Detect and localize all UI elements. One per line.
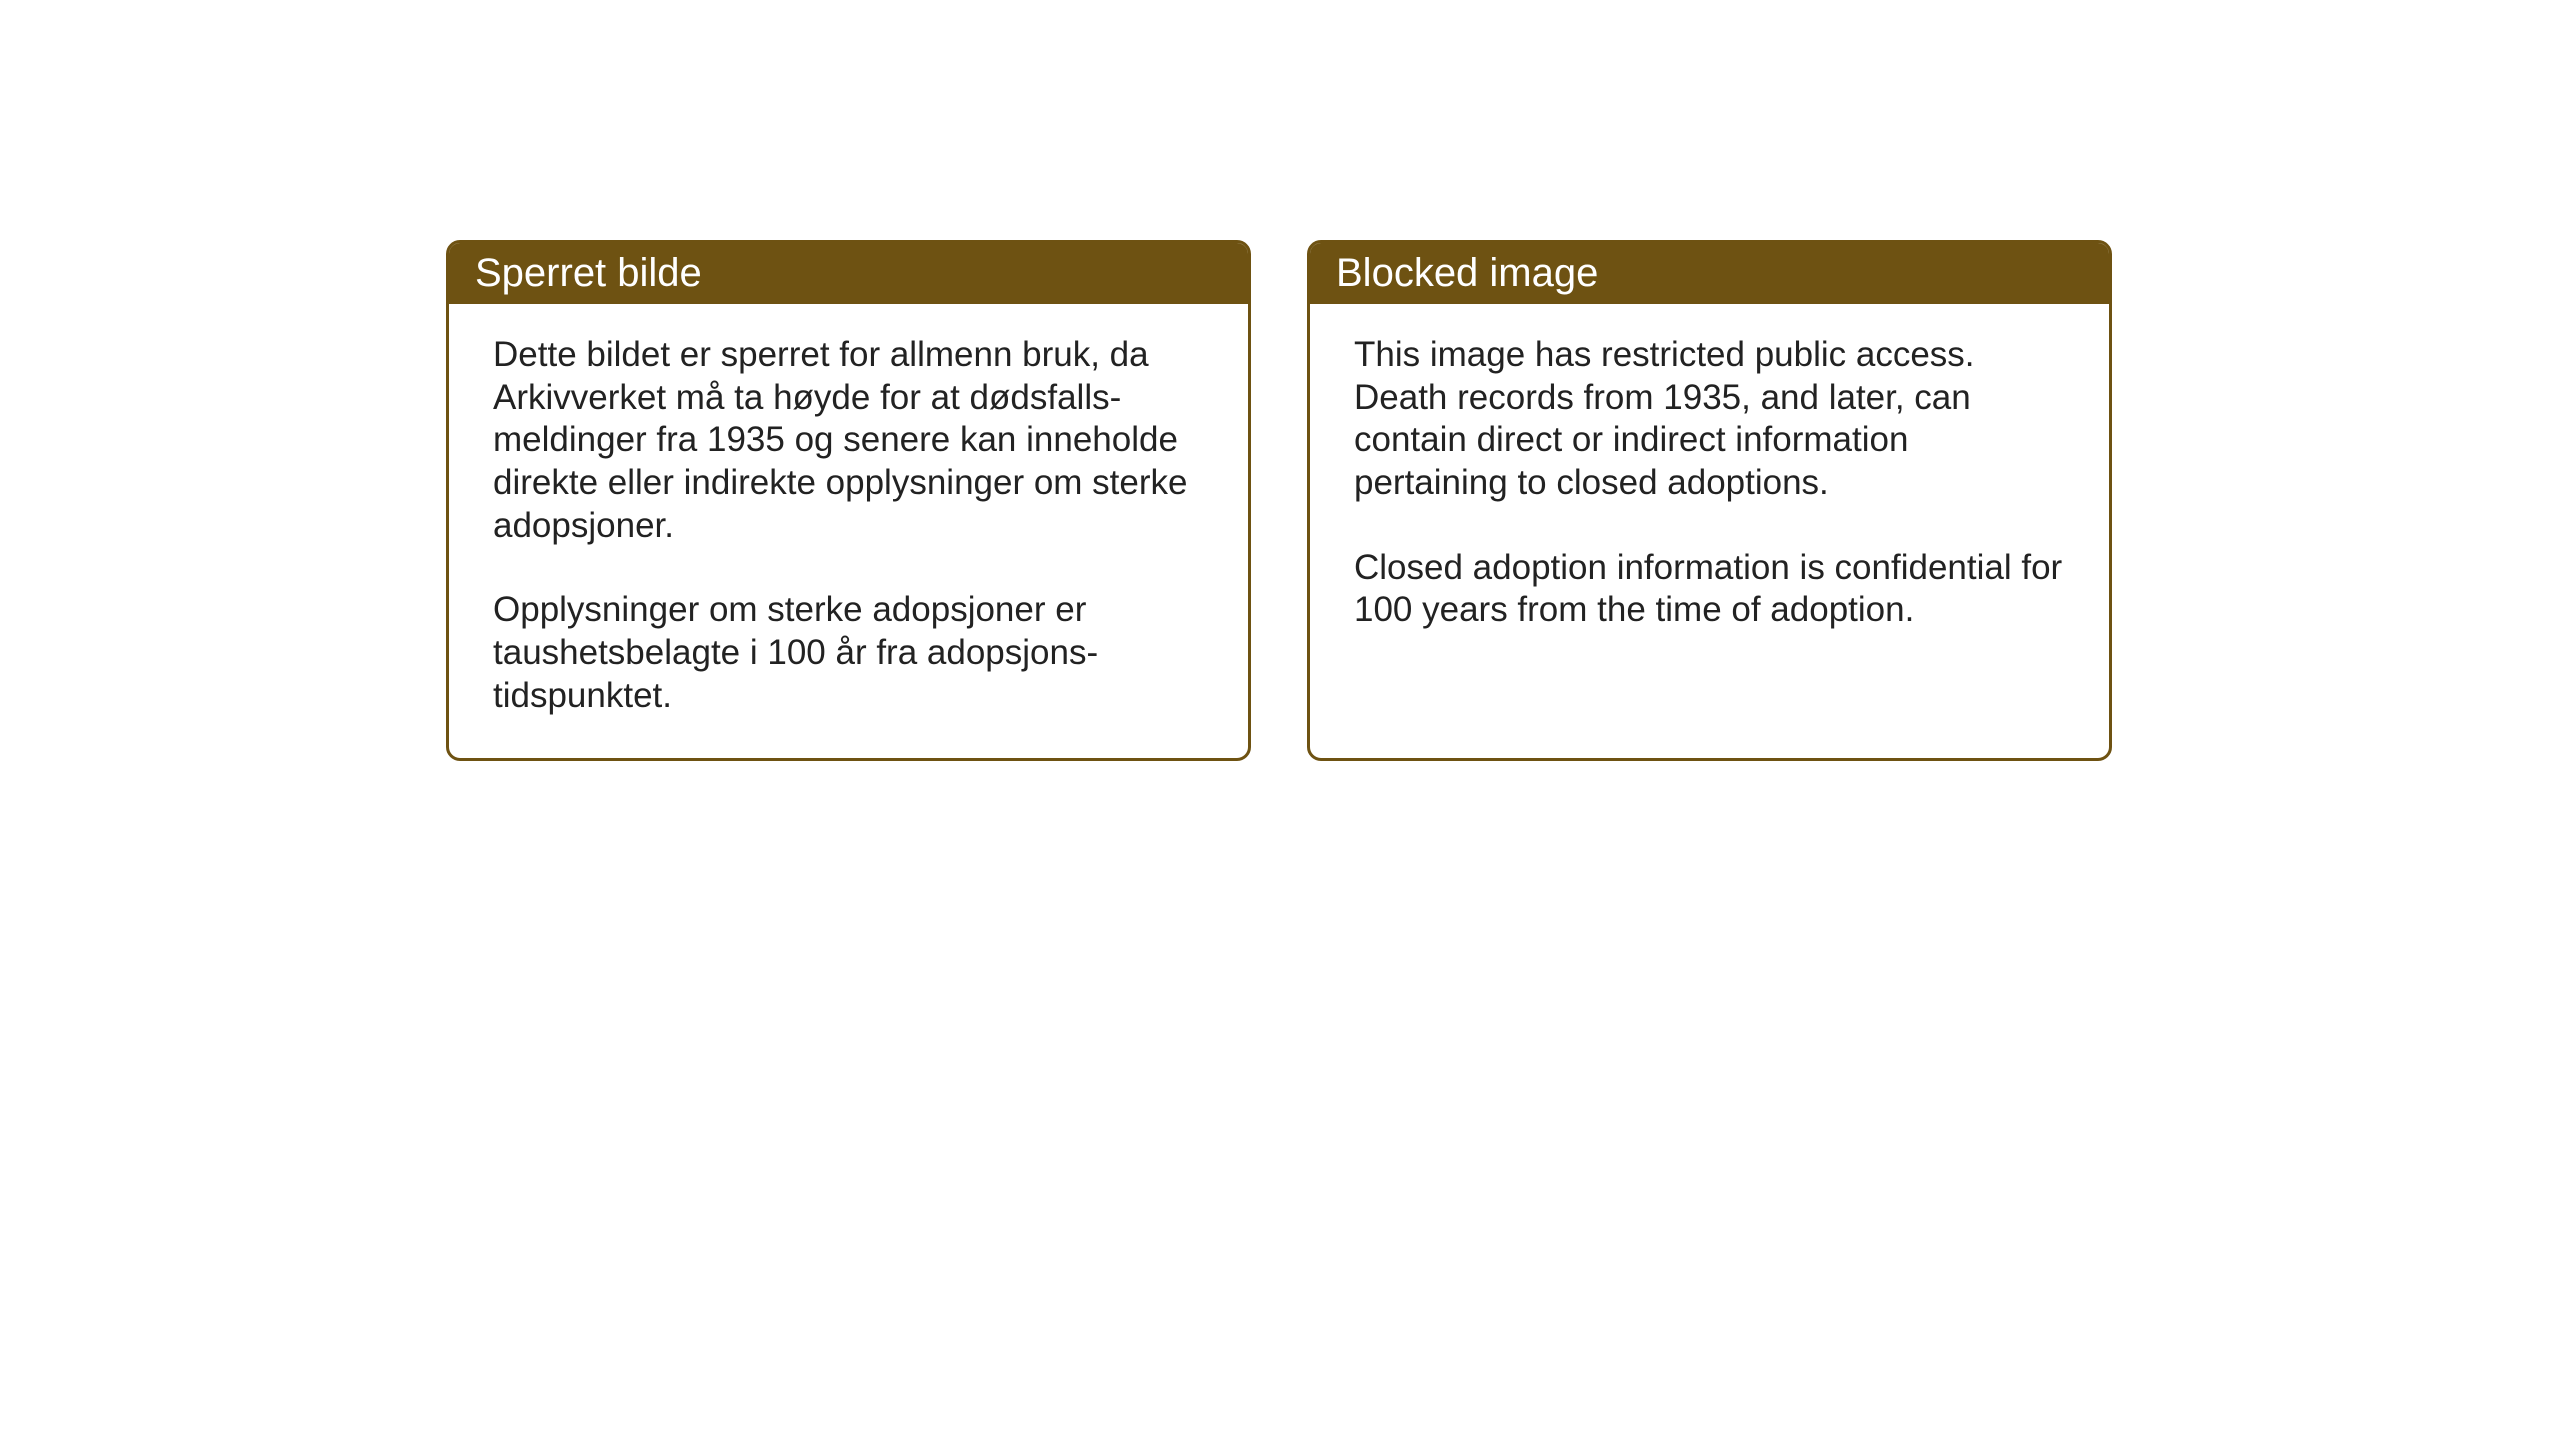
card-english-body: This image has restricted public access.… bbox=[1310, 304, 2109, 744]
card-english-header: Blocked image bbox=[1310, 243, 2109, 304]
card-norwegian-paragraph-1: Dette bildet er sperret for allmenn bruk… bbox=[493, 334, 1204, 547]
card-norwegian: Sperret bilde Dette bildet er sperret fo… bbox=[446, 240, 1251, 761]
card-english-paragraph-1: This image has restricted public access.… bbox=[1354, 334, 2065, 505]
card-norwegian-paragraph-2: Opplysninger om sterke adopsjoner er tau… bbox=[493, 589, 1204, 717]
card-norwegian-header: Sperret bilde bbox=[449, 243, 1248, 304]
card-norwegian-body: Dette bildet er sperret for allmenn bruk… bbox=[449, 304, 1248, 758]
card-english-title: Blocked image bbox=[1336, 251, 1598, 295]
cards-container: Sperret bilde Dette bildet er sperret fo… bbox=[446, 240, 2112, 761]
card-english-paragraph-2: Closed adoption information is confident… bbox=[1354, 547, 2065, 632]
card-english: Blocked image This image has restricted … bbox=[1307, 240, 2112, 761]
card-norwegian-title: Sperret bilde bbox=[475, 251, 702, 295]
